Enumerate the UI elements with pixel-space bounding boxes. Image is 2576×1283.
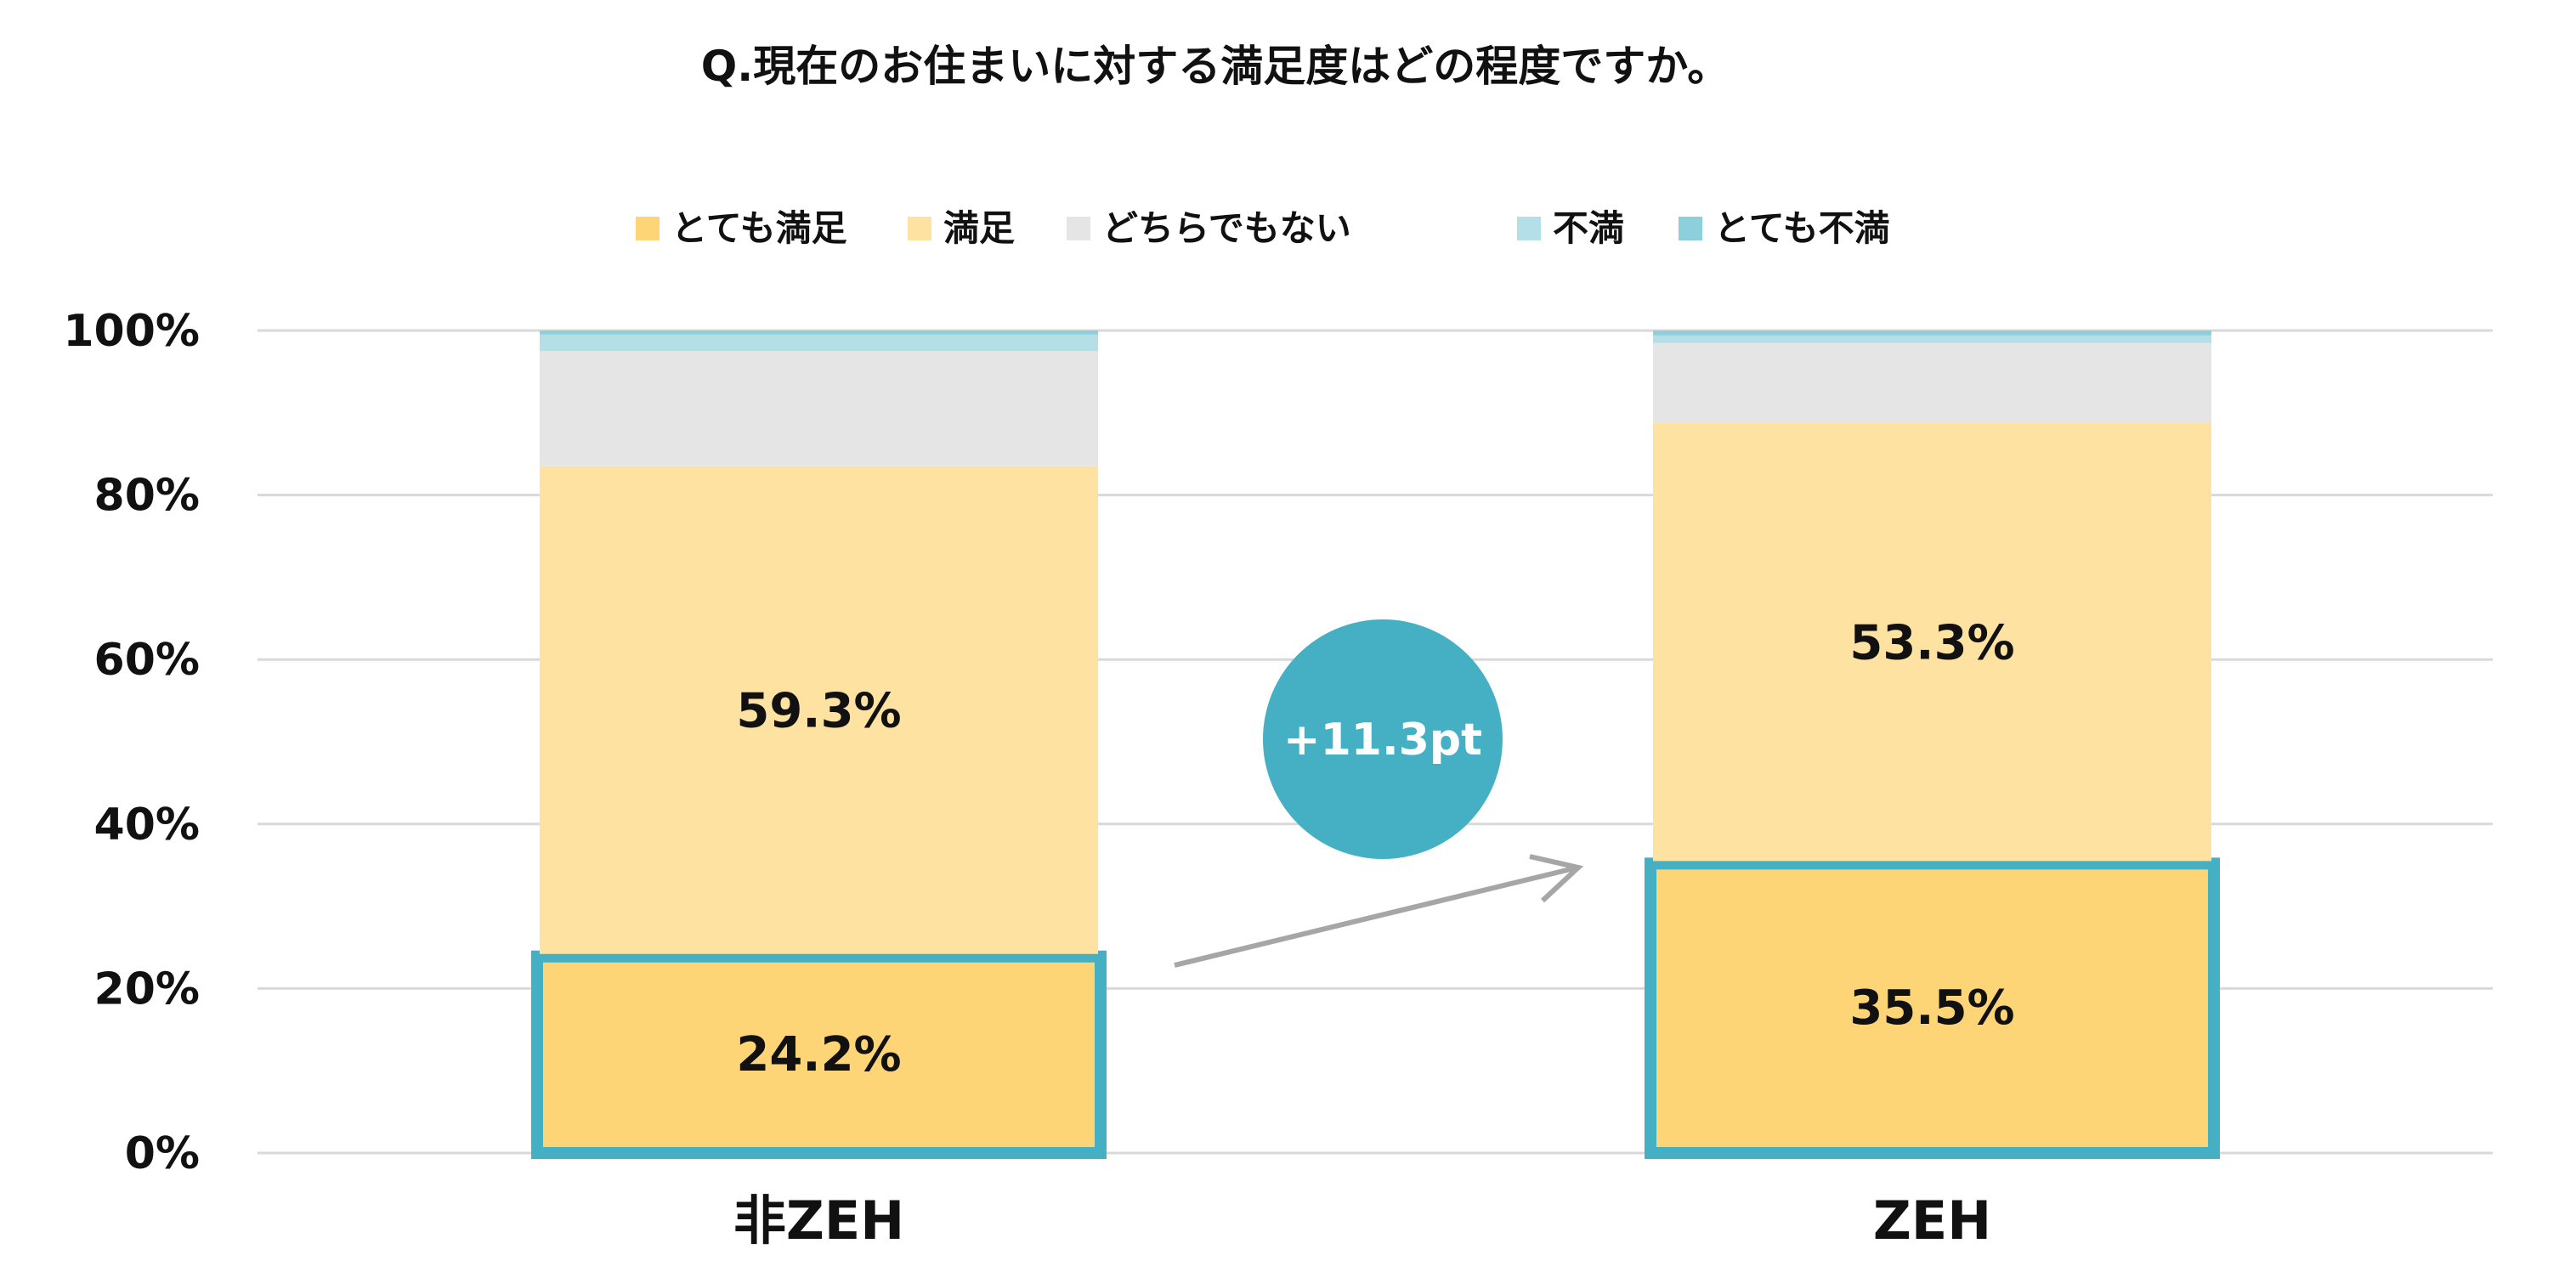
y-tick-label: 40% — [94, 800, 200, 851]
legend-label: どちらでもない — [1102, 207, 1351, 249]
legend: とても満足 満足 どちらでもない 不満 とても不満 — [636, 207, 1890, 249]
y-tick-label: 80% — [94, 471, 200, 522]
legend-swatch — [1517, 217, 1541, 240]
category-label: ZEH — [1873, 1190, 1991, 1252]
bar-segment — [540, 331, 1098, 335]
data-label: 59.3% — [736, 684, 901, 739]
chart-title: Q.現在のお住まいに対する満足度はどの程度ですか。 — [701, 42, 1730, 91]
bar-segment — [1653, 342, 2211, 423]
legend-swatch — [1679, 217, 1702, 240]
legend-label: 不満 — [1553, 207, 1624, 249]
category-label: 非ZEH — [733, 1190, 904, 1252]
bar-segment — [540, 466, 1098, 954]
legend-label: とても不満 — [1714, 207, 1890, 249]
legend-swatch — [908, 217, 931, 240]
data-label: 35.5% — [1849, 981, 2014, 1036]
legend-swatch — [636, 217, 660, 240]
trend-arrow — [1174, 866, 1575, 968]
trend-arrow-head — [1529, 854, 1584, 903]
y-tick-label: 60% — [94, 635, 200, 686]
data-label: 24.2% — [736, 1027, 901, 1082]
y-tick-label: 0% — [125, 1128, 200, 1179]
bar-segment — [540, 351, 1098, 466]
labels: 24.2% 59.3% 非ZEH 35.5% 53.3% ZEH — [733, 615, 2015, 1252]
y-tick-label: 20% — [94, 964, 200, 1015]
bar-segment — [1653, 331, 2211, 336]
bars — [531, 331, 2220, 1160]
bar-segment — [1653, 335, 2211, 343]
legend-label: とても満足 — [671, 207, 847, 249]
y-tick-label: 100% — [63, 306, 200, 357]
legend-swatch — [1067, 217, 1090, 240]
legend-label: 満足 — [943, 207, 1015, 249]
data-label: 53.3% — [1849, 615, 2014, 670]
bar-segment — [540, 953, 1098, 1153]
highlight-box — [531, 950, 1107, 1160]
bar-segment — [1653, 422, 2211, 862]
annotation-text: +11.3pt — [1283, 715, 1482, 766]
annotation-circle — [1263, 619, 1503, 859]
highlight-box — [1645, 857, 2220, 1159]
bar-segment — [540, 334, 1098, 352]
bar-segment — [1653, 861, 2211, 1153]
